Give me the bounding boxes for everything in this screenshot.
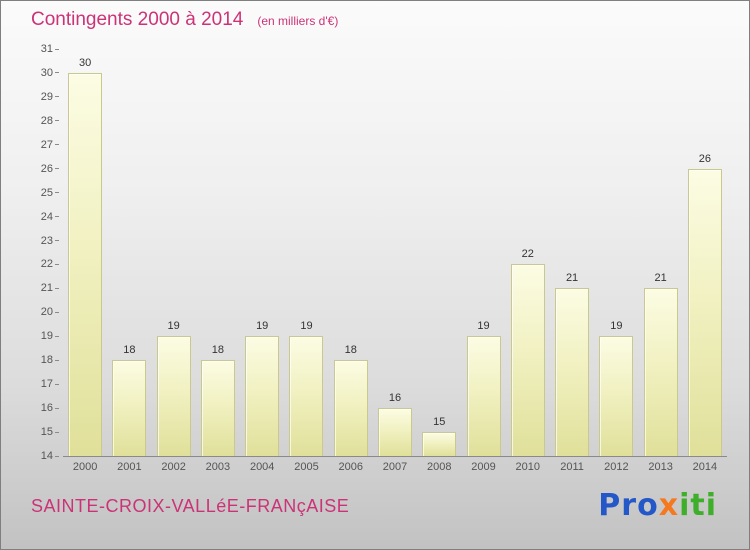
y-tick-mark — [55, 359, 59, 361]
bar-value-label: 22 — [521, 248, 534, 260]
y-tick-mark — [55, 455, 59, 457]
chart-header: Contingents 2000 à 2014 (en milliers d'€… — [31, 9, 338, 31]
chart-subtitle: (en milliers d'€) — [257, 14, 339, 28]
bar — [467, 336, 501, 456]
bar — [112, 360, 146, 456]
y-tick-mark — [55, 72, 59, 74]
x-tick-label: 2006 — [338, 461, 363, 473]
y-tick-mark — [55, 431, 59, 433]
bar-value-label: 18 — [123, 344, 136, 356]
y-tick-mark — [55, 287, 59, 289]
bar-value-label: 16 — [388, 392, 402, 404]
y-axis: 14 15 16 17 18 19 20 21 22 23 24 25 26 27 28 29 30 31 — [1, 43, 59, 462]
y-tick-mark — [55, 168, 59, 170]
bar — [599, 336, 633, 456]
x-tick-label: 2010 — [515, 461, 541, 473]
bar-value-label: 19 — [167, 320, 180, 332]
chart-title: Contingents 2000 à 2014 — [31, 9, 244, 30]
x-tick-label: 2009 — [471, 461, 496, 473]
brand-letter: r — [621, 488, 638, 523]
bar-value-label: 30 — [79, 57, 92, 69]
bar-value-label: 19 — [300, 320, 313, 332]
x-tick-label: 2008 — [427, 461, 452, 473]
y-tick-mark — [55, 263, 59, 265]
brand-letter: o — [637, 488, 659, 523]
y-tick-mark — [55, 120, 59, 122]
bar — [289, 336, 323, 456]
y-tick-mark — [55, 192, 59, 194]
bar-value-label: 26 — [698, 153, 711, 165]
y-tick-label: 16 — [40, 402, 53, 415]
y-tick-label: 29 — [40, 90, 53, 103]
y-tick-mark — [55, 311, 59, 313]
brand-logo: Proxiti — [598, 488, 717, 523]
x-tick-label: 2001 — [117, 461, 142, 473]
y-tick-mark — [55, 407, 59, 409]
y-tick-label: 28 — [40, 114, 53, 127]
y-tick-mark — [55, 144, 59, 146]
y-tick-label: 31 — [40, 43, 53, 55]
x-tick-label: 2007 — [382, 461, 408, 473]
bar-value-label: 21 — [654, 272, 667, 284]
x-tick-label: 2003 — [205, 461, 231, 473]
y-tick-label: 25 — [40, 186, 53, 199]
y-tick-mark — [55, 96, 59, 98]
bar — [555, 288, 589, 456]
y-tick-mark — [55, 216, 59, 218]
y-tick-mark — [55, 240, 59, 242]
x-tick-label: 2004 — [249, 461, 275, 473]
y-tick-label: 19 — [40, 330, 53, 343]
y-tick-label: 22 — [40, 258, 53, 271]
x-tick-label: 2005 — [294, 461, 319, 473]
x-tick-label: 2011 — [560, 461, 584, 473]
x-tick-label: 2013 — [648, 461, 673, 473]
brand-letter: i — [679, 488, 691, 523]
bar — [157, 336, 191, 456]
y-tick-label: 24 — [40, 210, 53, 223]
bar — [68, 73, 102, 456]
bar-value-label: 19 — [256, 320, 269, 332]
brand-letter: x — [658, 488, 680, 523]
bar — [688, 169, 722, 456]
brand-letter: i — [705, 488, 717, 523]
bar — [245, 336, 279, 456]
bar — [201, 360, 235, 456]
bar — [422, 432, 456, 456]
y-tick-label: 20 — [40, 306, 53, 319]
plot-area: 30 2000 18 2001 19 2002 18 2003 19 2004 19 2005 18 20… — [63, 49, 727, 473]
brand-letter: t — [690, 488, 706, 523]
x-tick-label: 2014 — [692, 461, 718, 473]
y-tick-label: 26 — [40, 162, 53, 175]
bar-value-label: 21 — [565, 272, 579, 284]
bar-value-label: 15 — [433, 416, 446, 428]
bar-value-label: 19 — [477, 320, 490, 332]
location-label: SAINTE-CROIX-VALLéE-FRANçAISE — [31, 496, 350, 516]
bar-value-label: 19 — [610, 320, 623, 332]
x-tick-label: 2000 — [72, 461, 98, 473]
x-tick-label: 2002 — [161, 461, 186, 473]
y-tick-label: 23 — [40, 234, 53, 247]
y-tick-label: 21 — [40, 282, 53, 295]
y-tick-mark — [55, 383, 59, 385]
bar-value-label: 18 — [344, 344, 357, 356]
bar — [511, 264, 545, 456]
y-tick-label: 18 — [40, 354, 53, 367]
y-tick-label: 17 — [40, 378, 53, 391]
bar — [378, 408, 412, 456]
y-tick-mark — [55, 335, 59, 337]
y-tick-label: 14 — [40, 450, 53, 462]
bar-value-label: 18 — [211, 344, 225, 356]
y-tick-label: 30 — [40, 66, 53, 79]
x-tick-label: 2012 — [604, 461, 629, 473]
bar — [644, 288, 678, 456]
bar — [334, 360, 368, 456]
y-tick-mark — [55, 48, 59, 50]
y-tick-label: 27 — [40, 138, 53, 151]
y-tick-label: 15 — [40, 426, 53, 439]
brand-letter: P — [598, 488, 622, 523]
